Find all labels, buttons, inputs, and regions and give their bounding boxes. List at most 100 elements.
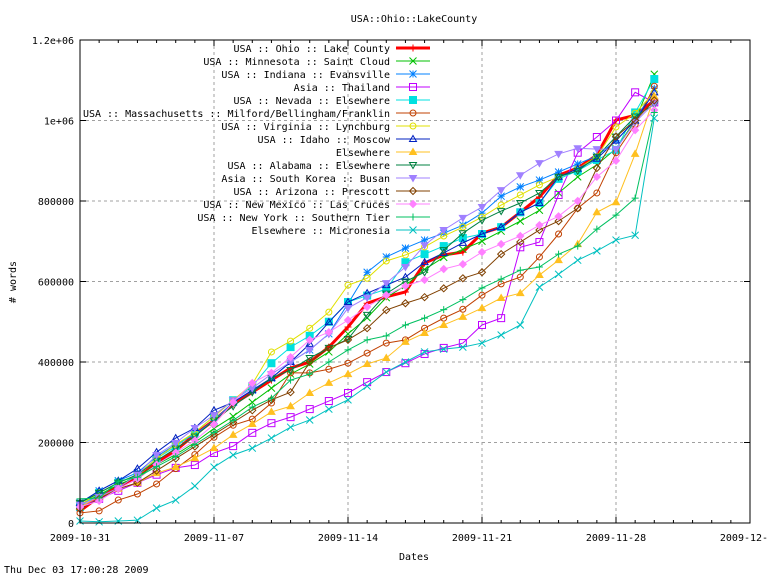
- data-point: [458, 234, 467, 243]
- data-point: [554, 190, 563, 199]
- data-point: [497, 314, 506, 323]
- data-point: [190, 433, 200, 441]
- data-point: [459, 305, 467, 313]
- legend-marker: [409, 213, 417, 221]
- y-tick-label: 1.2e+06: [32, 36, 74, 47]
- data-point: [248, 444, 257, 452]
- data-point: [382, 305, 391, 315]
- data-point: [554, 150, 563, 159]
- legend-marker: [408, 199, 418, 209]
- data-point: [267, 384, 276, 393]
- data-point: [554, 212, 563, 221]
- data-point: [573, 196, 582, 206]
- data-point: [496, 249, 506, 259]
- data-point: [496, 239, 506, 249]
- data-point: [401, 272, 410, 281]
- legend-label: Elsewhere :: Micronesia: [252, 226, 390, 237]
- data-point: [152, 504, 161, 512]
- data-point: [593, 247, 601, 255]
- data-point: [267, 359, 276, 368]
- data-point: [592, 207, 602, 216]
- series-14: [76, 108, 658, 503]
- data-point: [420, 250, 429, 259]
- data-point: [631, 88, 640, 97]
- data-point: [363, 274, 371, 282]
- data-point: [554, 255, 563, 264]
- data-point: [592, 133, 601, 142]
- legend-marker: [408, 147, 418, 155]
- data-point: [496, 208, 506, 216]
- data-point: [593, 189, 601, 197]
- data-point: [478, 237, 486, 246]
- legend-label: Elsewhere: [336, 148, 390, 159]
- data-point: [325, 358, 333, 366]
- data-point: [554, 216, 563, 226]
- data-point: [344, 323, 352, 331]
- y-tick-label: 0: [68, 519, 74, 530]
- data-point: [324, 378, 334, 386]
- data-point: [133, 490, 141, 498]
- data-point: [420, 236, 429, 244]
- data-point: [344, 346, 352, 354]
- data-point: [630, 125, 640, 135]
- data-point: [535, 220, 544, 230]
- data-point: [343, 315, 353, 325]
- legend-label: Asia :: Thailand: [294, 83, 390, 94]
- data-point: [267, 394, 275, 402]
- legend-label: USA :: Minnesota :: Saint Cloud: [203, 57, 390, 68]
- data-point: [153, 480, 161, 488]
- data-point: [478, 339, 486, 347]
- data-point: [592, 146, 602, 154]
- data-point: [247, 419, 257, 427]
- data-point: [611, 156, 621, 165]
- data-point: [382, 332, 390, 340]
- data-point: [573, 204, 582, 213]
- data-point: [382, 290, 391, 300]
- data-point: [286, 343, 295, 352]
- data-point: [650, 96, 659, 105]
- data-point: [611, 146, 621, 154]
- data-point: [401, 251, 409, 259]
- data-point: [535, 225, 544, 235]
- legend-marker: [409, 83, 417, 91]
- data-point: [94, 489, 104, 498]
- series-13: [75, 105, 659, 512]
- data-point: [496, 222, 506, 231]
- data-point: [363, 268, 371, 277]
- data-point: [496, 293, 506, 302]
- data-point: [324, 317, 334, 326]
- data-point: [535, 189, 544, 198]
- data-point: [630, 149, 640, 157]
- data-point: [439, 264, 448, 274]
- data-point: [478, 284, 486, 292]
- y-tick-label: 800000: [38, 197, 74, 208]
- grid: [80, 40, 750, 523]
- data-point: [363, 382, 371, 391]
- data-point: [286, 387, 295, 397]
- y-tick-label: 200000: [38, 439, 74, 450]
- data-point: [574, 242, 582, 250]
- data-point: [191, 441, 199, 449]
- data-point: [190, 425, 200, 433]
- data-point: [611, 132, 621, 141]
- data-point: [286, 423, 295, 432]
- data-point: [362, 302, 372, 312]
- data-point: [459, 296, 467, 304]
- data-point: [229, 442, 238, 451]
- data-point: [516, 237, 525, 247]
- data-point: [95, 507, 103, 515]
- data-point: [458, 259, 468, 269]
- legend-marker: [409, 226, 417, 234]
- data-point: [554, 168, 563, 176]
- data-point: [382, 368, 391, 376]
- data-point: [535, 198, 544, 207]
- legend-marker: [409, 44, 417, 52]
- data-point: [344, 395, 352, 404]
- data-point: [459, 343, 467, 351]
- legend-label: USA :: Virginia :: Lynchburg: [221, 122, 390, 133]
- legend-marker: [409, 70, 417, 78]
- data-point: [325, 308, 333, 316]
- data-point: [612, 236, 620, 244]
- data-point: [573, 145, 583, 153]
- data-point: [458, 312, 468, 320]
